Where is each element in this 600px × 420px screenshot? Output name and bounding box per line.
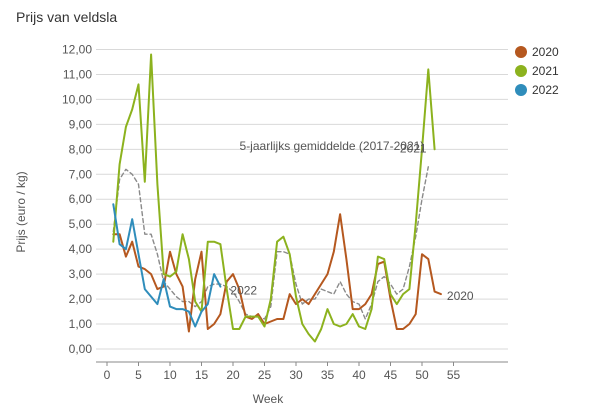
x-tick-label: 35 bbox=[321, 368, 335, 382]
x-tick-label: 10 bbox=[163, 368, 177, 382]
legend-swatch bbox=[515, 84, 527, 96]
end-label-5-jaarlijks-gemiddelde-2017-2021: 5-jaarlijks gemiddelde (2017-2021) bbox=[240, 139, 425, 153]
end-label-2020: 2020 bbox=[447, 289, 474, 303]
y-tick-label: 7,00 bbox=[69, 167, 93, 181]
x-tick-label: 40 bbox=[352, 368, 366, 382]
y-axis-label: Prijs (euro / kg) bbox=[14, 171, 28, 252]
x-axis: 0 5 10 15 20 25 30 35 40 45 50 55 bbox=[104, 362, 461, 382]
legend-item-2022[interactable]: 2022 bbox=[515, 83, 559, 97]
legend-swatch bbox=[515, 65, 527, 77]
x-tick-label: 50 bbox=[415, 368, 429, 382]
series-line-2020[interactable] bbox=[112, 213, 442, 333]
x-tick-label: 55 bbox=[447, 368, 461, 382]
plot-area bbox=[112, 53, 442, 343]
legend-swatch bbox=[515, 46, 527, 58]
y-tick-label: 11,00 bbox=[63, 67, 92, 81]
legend-label: 2020 bbox=[532, 45, 559, 59]
y-tick-label: 1,00 bbox=[69, 317, 93, 331]
y-tick-label: 2,00 bbox=[69, 292, 93, 306]
chart-title: Prijs van veldsla bbox=[16, 9, 117, 25]
end-label-2021: 2021 bbox=[400, 141, 427, 155]
x-tick-label: 30 bbox=[289, 368, 303, 382]
legend-item-2020[interactable]: 2020 bbox=[515, 45, 559, 59]
y-tick-label: 9,00 bbox=[69, 117, 93, 131]
grid bbox=[96, 48, 508, 350]
x-tick-label: 20 bbox=[226, 368, 240, 382]
x-tick-label: 5 bbox=[135, 368, 142, 382]
x-tick-label: 45 bbox=[384, 368, 398, 382]
y-tick-label: 10,00 bbox=[62, 92, 92, 106]
series-end-labels: 2020 2021 2022 5-jaarlijks gemiddelde (2017… bbox=[230, 139, 474, 303]
y-tick-label: 6,00 bbox=[69, 192, 93, 206]
y-tick-label: 5,00 bbox=[69, 217, 93, 231]
x-tick-label: 0 bbox=[104, 368, 111, 382]
x-tick-label: 25 bbox=[258, 368, 272, 382]
y-tick-label: 3,00 bbox=[69, 267, 93, 281]
series-line-2022[interactable] bbox=[112, 203, 222, 328]
legend-label: 2021 bbox=[532, 64, 559, 78]
y-tick-label: 0,00 bbox=[69, 342, 93, 356]
end-label-2022: 2022 bbox=[230, 284, 257, 298]
legend-item-2021[interactable]: 2021 bbox=[515, 64, 559, 78]
x-axis-label: Week bbox=[253, 392, 284, 406]
x-tick-label: 15 bbox=[195, 368, 209, 382]
y-tick-label: 8,00 bbox=[69, 142, 93, 156]
legend[interactable]: 2020 2021 2022 bbox=[515, 45, 559, 97]
y-tick-label: 12,00 bbox=[62, 42, 92, 56]
legend-label: 2022 bbox=[532, 83, 559, 97]
y-tick-label: 4,00 bbox=[69, 242, 93, 256]
series-line-2021[interactable] bbox=[112, 53, 436, 343]
y-axis: 0,00 1,00 2,00 3,00 4,00 5,00 6,00 7,00 8,00 9,00… bbox=[62, 42, 92, 356]
